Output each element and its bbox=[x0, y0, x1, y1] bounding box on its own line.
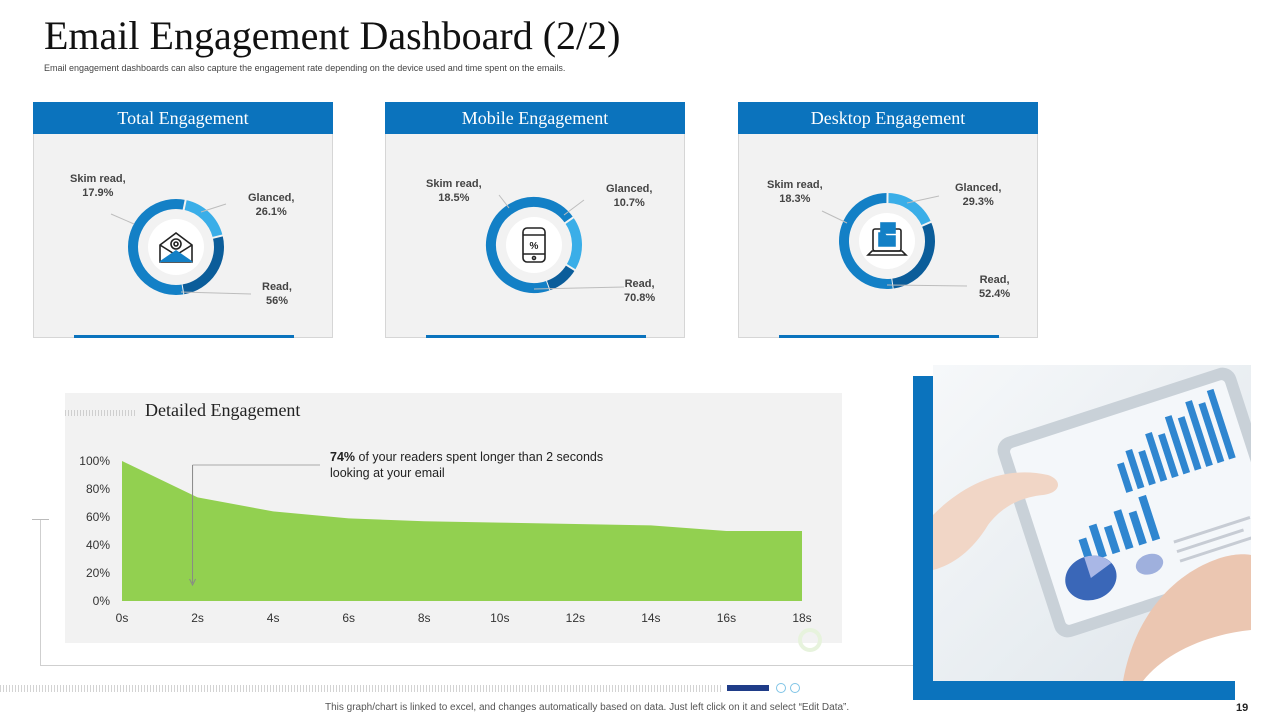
panel-mobile-engagement: Mobile Engagement % Skim read, 18.5% Glan… bbox=[385, 102, 685, 338]
leader-line bbox=[821, 210, 848, 224]
donut-total bbox=[110, 198, 252, 296]
x-tick-label: 18s bbox=[792, 611, 811, 625]
donut-segment-glanced bbox=[546, 264, 575, 291]
segment-separator bbox=[565, 263, 577, 272]
mobile-percent-icon: % bbox=[522, 227, 546, 263]
detailed-engagement-panel: Detailed Engagement 0% 20% 40% 60% 80% 100% 0s… bbox=[65, 393, 842, 643]
panel-desktop-engagement: Desktop Engagement Skim read, 18.3% Glanc… bbox=[738, 102, 1038, 338]
donut-segment-glanced bbox=[892, 221, 935, 289]
panel-title: Total Engagement bbox=[33, 102, 333, 134]
leader-line bbox=[498, 194, 510, 209]
y-tick-label: 0% bbox=[93, 594, 111, 608]
y-tick-label: 100% bbox=[79, 454, 110, 468]
donut-segment-skimread bbox=[887, 193, 932, 227]
x-tick-label: 6s bbox=[342, 611, 355, 625]
donut-desktop bbox=[821, 191, 968, 290]
x-tick-label: 12s bbox=[566, 611, 585, 625]
label-glanced: Glanced, 29.3% bbox=[955, 182, 1002, 208]
y-tick-label: 60% bbox=[86, 510, 110, 524]
page-number: 19 bbox=[1236, 702, 1249, 714]
decor-line bbox=[40, 665, 920, 666]
donut-mobile: % bbox=[486, 194, 625, 293]
decor-dots bbox=[0, 685, 722, 692]
label-read: Read, 70.8% bbox=[624, 278, 656, 304]
panel-total-engagement: Total Engagement Skim read, 17.9% Glanced… bbox=[33, 102, 333, 338]
x-tick-label: 10s bbox=[490, 611, 509, 625]
x-tick-label: 0s bbox=[116, 611, 129, 625]
leader-line bbox=[906, 195, 940, 204]
decor-ring bbox=[798, 628, 822, 652]
x-tick-label: 14s bbox=[641, 611, 660, 625]
label-skim: Skim read, 18.5% bbox=[426, 178, 482, 204]
chart-title: Detailed Engagement bbox=[145, 400, 301, 420]
donut-segment-skimread bbox=[183, 199, 223, 239]
x-tick-label: 16s bbox=[717, 611, 736, 625]
label-read: Read, 52.4% bbox=[979, 274, 1011, 300]
leader-line bbox=[180, 291, 252, 295]
label-skim: Skim read, 18.3% bbox=[767, 179, 823, 205]
donut-segment-read bbox=[128, 199, 186, 295]
label-read: Read, 56% bbox=[262, 281, 292, 307]
decor-line bbox=[40, 520, 41, 665]
leader-line bbox=[533, 286, 625, 290]
donut-segment-skimread bbox=[564, 217, 582, 271]
x-tick-label: 2s bbox=[191, 611, 204, 625]
segment-separator bbox=[211, 234, 224, 240]
leader-line bbox=[886, 284, 968, 287]
panel-underline bbox=[779, 335, 999, 338]
leader-line bbox=[563, 199, 585, 216]
panel-underline bbox=[74, 335, 294, 338]
donut-segment-read bbox=[839, 193, 894, 289]
segment-separator bbox=[920, 220, 933, 228]
x-tick-label: 4s bbox=[267, 611, 280, 625]
chart-annotation: 74% of your readers spent longer than 2 … bbox=[330, 450, 604, 480]
page-subtitle: Email engagement dashboards can also cap… bbox=[44, 63, 566, 73]
leader-line bbox=[200, 203, 227, 213]
donut-segment-glanced bbox=[182, 235, 224, 295]
decor-bar bbox=[727, 685, 769, 691]
donut-segment-read bbox=[486, 197, 574, 293]
area-chart: 0% 20% 40% 60% 80% 100% 0s 2s 4s 6s 8s 10s 12s 14s 16s… bbox=[79, 454, 811, 625]
y-tick-label: 80% bbox=[86, 482, 110, 496]
svg-text:%: % bbox=[530, 241, 539, 252]
page-title: Email Engagement Dashboard (2/2) bbox=[44, 13, 621, 58]
panel-underline bbox=[426, 335, 646, 338]
panel-title: Desktop Engagement bbox=[738, 102, 1038, 134]
decor-circle bbox=[790, 683, 800, 693]
segment-separator bbox=[563, 215, 575, 225]
segment-separator bbox=[182, 198, 187, 211]
annotation-arrow bbox=[189, 578, 197, 587]
panel-title: Mobile Engagement bbox=[385, 102, 685, 134]
donut-hole bbox=[148, 219, 204, 275]
footer-note: This graph/chart is linked to excel, and… bbox=[325, 702, 850, 713]
donut-hole bbox=[506, 217, 562, 273]
leader-line bbox=[110, 213, 135, 225]
area-series-readers bbox=[122, 461, 802, 601]
label-glanced: Glanced, 26.1% bbox=[248, 192, 295, 218]
x-tick-label: 8s bbox=[418, 611, 431, 625]
email-at-icon bbox=[159, 232, 193, 263]
decor-circle bbox=[776, 683, 786, 693]
laptop-folder-icon bbox=[866, 222, 908, 256]
y-tick-label: 20% bbox=[86, 566, 110, 580]
decor-dots bbox=[65, 410, 137, 416]
tablet-photo bbox=[933, 365, 1251, 681]
label-skim: Skim read, 17.9% bbox=[70, 173, 126, 199]
label-glanced: Glanced, 10.7% bbox=[606, 183, 653, 209]
y-tick-label: 40% bbox=[86, 538, 110, 552]
decor-line bbox=[32, 519, 49, 520]
